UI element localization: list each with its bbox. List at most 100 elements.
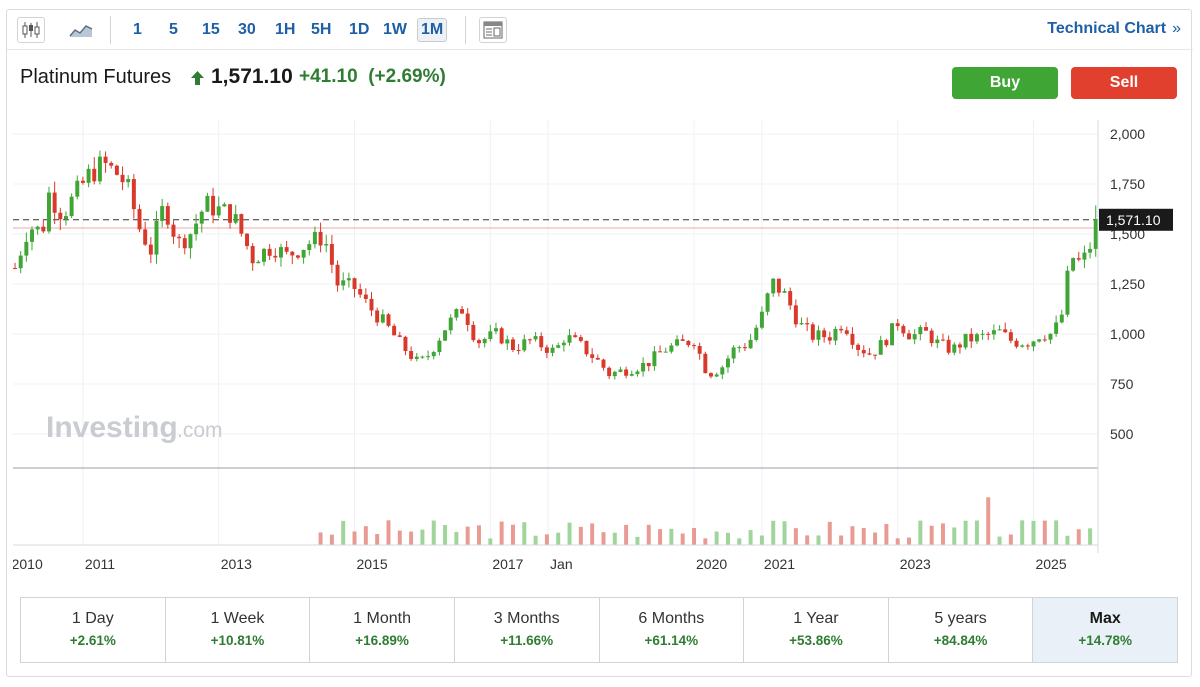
period-1-year[interactable]: 1 Year +53.86% <box>744 598 889 662</box>
x-tick-label: 2010 <box>13 556 43 572</box>
candle-body <box>471 324 476 341</box>
period-1-day[interactable]: 1 Day +2.61% <box>21 598 166 662</box>
volume-bar <box>816 535 821 545</box>
candle-body <box>131 179 136 210</box>
timeframe-1h[interactable]: 1H <box>275 21 296 38</box>
period-6-months[interactable]: 6 Months +61.14% <box>600 598 745 662</box>
candle-body <box>409 351 414 359</box>
candle-body <box>595 357 600 360</box>
timeframe-5h[interactable]: 5H <box>311 21 332 38</box>
volume-bar <box>635 536 640 545</box>
period-change: +14.78% <box>1078 633 1133 648</box>
volume-bar <box>918 520 923 545</box>
volume-bar <box>940 523 945 545</box>
x-tick-label: 2017 <box>492 556 523 572</box>
candle-body <box>720 367 725 375</box>
buy-button[interactable]: Buy <box>952 67 1058 99</box>
candle-body <box>1088 248 1093 253</box>
volume-bar <box>669 528 674 545</box>
period-5-years[interactable]: 5 years +84.84% <box>889 598 1034 662</box>
volume-bar <box>409 531 414 545</box>
candle-body <box>386 314 391 326</box>
sell-button[interactable]: Sell <box>1071 67 1177 99</box>
period-1-week[interactable]: 1 Week +10.81% <box>166 598 311 662</box>
price-chart[interactable]: Investing .com 5007501,0001,2501,5001,7502… <box>13 120 1185 585</box>
volume-bar <box>397 530 402 545</box>
candle-body <box>109 162 114 166</box>
candle-body <box>426 356 431 358</box>
toolbar-divider <box>465 16 466 44</box>
candle-body <box>346 278 351 281</box>
candle-body <box>669 345 674 352</box>
volume-bar <box>420 529 425 545</box>
period-1-month[interactable]: 1 Month +16.89% <box>310 598 455 662</box>
timeframe-5[interactable]: 5 <box>169 21 178 38</box>
candle-body <box>1076 258 1081 260</box>
candle-body <box>527 339 532 341</box>
chart-widget: 1 5 15 30 1H 5H 1D 1W 1M Technical Chart… <box>6 9 1193 677</box>
candle-body <box>629 374 634 376</box>
candle-body <box>754 327 759 340</box>
volume-bar <box>533 535 538 545</box>
period-change: +16.89% <box>355 633 409 648</box>
candle-body <box>341 280 346 286</box>
volume-bar <box>556 532 561 545</box>
volume-bar <box>341 520 346 545</box>
candle-body <box>103 156 108 163</box>
volume-bar <box>352 531 357 545</box>
candle-body <box>250 246 255 264</box>
watermark-logo: Investing <box>46 411 178 444</box>
volume-bar <box>318 532 323 545</box>
candle-body <box>709 373 713 377</box>
volume-bar <box>443 524 448 545</box>
timeframe-1[interactable]: 1 <box>133 21 142 38</box>
candle-body <box>284 247 289 252</box>
volume-bar <box>725 532 730 545</box>
technical-chart-link[interactable]: Technical Chart » <box>1047 20 1181 38</box>
timeframe-15[interactable]: 15 <box>202 21 220 38</box>
candle-body <box>267 248 272 256</box>
volume-bar <box>827 521 832 545</box>
period-label: 6 Months <box>638 610 705 627</box>
volume-bar <box>884 523 889 545</box>
candlestick-icon[interactable] <box>17 17 45 43</box>
candle-body <box>680 339 685 341</box>
x-tick-label: 2013 <box>221 556 252 572</box>
timeframe-1d[interactable]: 1D <box>349 21 370 38</box>
candle-body <box>793 305 798 325</box>
candle-body <box>624 369 629 376</box>
candle-body <box>1020 345 1025 347</box>
candle-body <box>114 165 119 175</box>
candle-body <box>1054 322 1059 334</box>
candle-body <box>177 236 182 239</box>
candle-body <box>986 333 991 335</box>
candle-body <box>256 261 261 264</box>
candle-body <box>363 294 368 299</box>
candle-body <box>788 291 793 306</box>
timeframe-30[interactable]: 30 <box>238 21 256 38</box>
candle-body <box>658 351 663 353</box>
candle-body <box>561 342 566 346</box>
candle-body <box>776 278 781 293</box>
period-3-months[interactable]: 3 Months +11.66% <box>455 598 600 662</box>
volume-bar <box>895 538 900 545</box>
area-chart-icon[interactable] <box>67 17 95 43</box>
candle-body <box>1082 252 1087 260</box>
candle-body <box>188 234 193 249</box>
candle-body <box>24 241 29 256</box>
candle-body <box>30 229 34 242</box>
volume-bar <box>499 521 504 545</box>
x-tick-label: 2020 <box>696 556 727 572</box>
table-icon[interactable] <box>479 17 507 43</box>
candle-body <box>335 264 340 286</box>
candle-body <box>635 371 640 375</box>
candle-body <box>262 248 266 262</box>
timeframe-1m[interactable]: 1M <box>417 18 448 42</box>
volume-bar <box>793 528 798 545</box>
candle-body <box>799 323 804 325</box>
candle-body <box>1093 219 1098 249</box>
period-max[interactable]: Max +14.78% <box>1033 598 1177 662</box>
x-tick-label: 2011 <box>85 556 115 572</box>
candle-body <box>510 339 515 350</box>
timeframe-1w[interactable]: 1W <box>383 21 407 38</box>
